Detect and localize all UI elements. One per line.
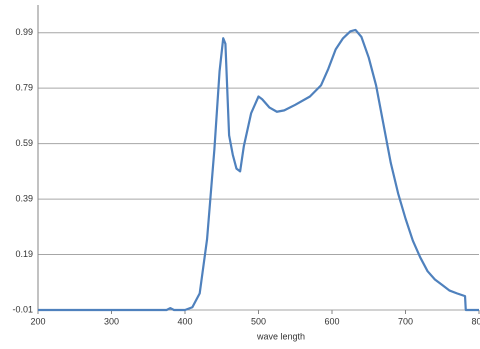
y-tick-label: 0.99 — [15, 27, 33, 37]
x-tick-label: 300 — [104, 316, 119, 326]
x-tick-label: 500 — [251, 316, 266, 326]
x-tick-label: 400 — [177, 316, 192, 326]
y-tick-label: 0.19 — [15, 249, 33, 259]
x-tick-label: 200 — [30, 316, 45, 326]
x-tick-label: 600 — [324, 316, 339, 326]
x-tick-label: 800 — [471, 316, 480, 326]
y-tick-label: -0.01 — [12, 304, 33, 314]
line — [38, 28, 479, 312]
y-tick-label: 0.79 — [15, 83, 33, 93]
x-tick-label: 700 — [398, 316, 413, 326]
y-tick-label: 0.59 — [15, 138, 33, 148]
y-tick-label: 0.39 — [15, 193, 33, 203]
x-axis-label: wave length — [256, 331, 305, 341]
